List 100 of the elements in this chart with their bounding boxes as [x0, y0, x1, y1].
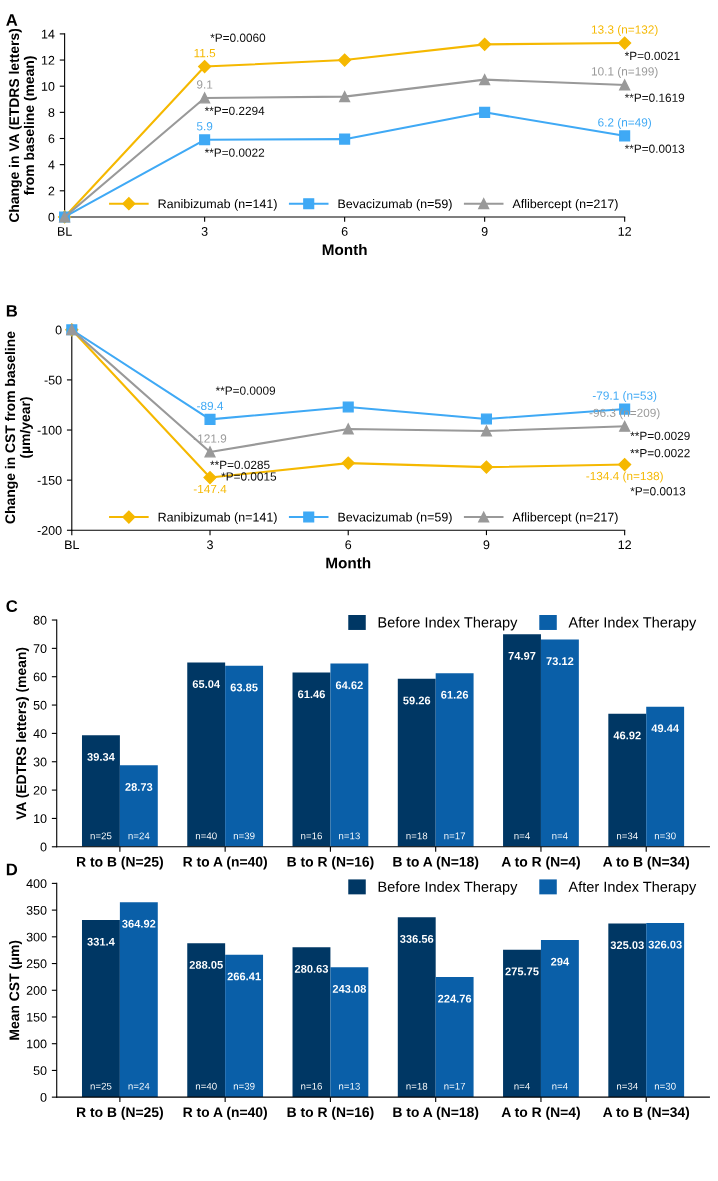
legend-label: Aflibercept (n=217) [512, 199, 618, 211]
data-label: -147.4 [193, 484, 227, 494]
y-tick-label: 50 [33, 700, 47, 710]
x-tick-label: B to A (N=18) [393, 1106, 479, 1120]
x-tick-label: 12 [618, 540, 631, 550]
y-tick-label: 4 [48, 160, 55, 170]
y-axis-title: Mean CST (µm) [9, 940, 22, 1040]
x-tick-label: BL [58, 227, 72, 236]
annotation: n=25 [90, 1082, 112, 1090]
y-tick-label: 12 [41, 55, 55, 65]
x-tick-label: R to A (n=40) [183, 1106, 267, 1120]
data-label: 61.26 [441, 690, 469, 699]
annotation: *P=0.0013 [630, 487, 686, 496]
annotation: *P=0.0015 [221, 472, 277, 481]
data-label: 49.44 [651, 724, 680, 733]
y-tick-label: 150 [27, 1012, 47, 1022]
data-label: 61.46 [297, 690, 325, 699]
annotation: n=17 [444, 1082, 466, 1090]
data-label: 364.92 [122, 919, 156, 928]
y-tick-label: 6 [48, 134, 55, 144]
legend-label: Ranibizumab (n=141) [158, 199, 277, 211]
annotation: n=30 [654, 832, 676, 840]
x-tick-label: 6 [345, 540, 352, 550]
data-label: -134.4 (n=138) [586, 471, 663, 483]
chart-title: C [6, 600, 18, 613]
annotation: **P=0.0285 [210, 460, 270, 470]
y-tick-label: -200 [37, 526, 62, 535]
data-label: 59.26 [403, 696, 431, 705]
data-label: 275.75 [505, 967, 539, 976]
annotation: n=25 [90, 832, 112, 840]
y-tick-label: 0 [40, 1092, 47, 1102]
annotation: n=13 [339, 1082, 360, 1090]
data-label: 224.76 [438, 994, 472, 1003]
x-tick-label: BL [65, 540, 80, 550]
y-tick-label: 400 [26, 879, 47, 889]
y-tick-label: 250 [26, 959, 47, 969]
x-tick-label: B to R (N=16) [287, 856, 374, 870]
annotation: *P=0.0021 [624, 51, 680, 61]
y-tick-label: -50 [44, 375, 62, 385]
data-label: 13.3 (n=132) [591, 25, 658, 37]
data-label: 331.4 [87, 937, 115, 946]
annotation: n=30 [654, 1082, 676, 1090]
annotation: n=4 [514, 832, 530, 840]
x-tick-label: R to B (N=25) [77, 1106, 163, 1120]
y-tick-label: 8 [48, 108, 55, 117]
y-tick-label: 80 [33, 615, 47, 625]
annotation: n=4 [552, 832, 568, 840]
data-label: 280.63 [294, 964, 329, 973]
data-label: 336.56 [400, 935, 434, 943]
data-label: 288.05 [189, 960, 223, 969]
x-tick-label: 3 [207, 540, 213, 550]
annotation: n=18 [406, 832, 428, 840]
x-tick-label: 3 [201, 227, 208, 236]
data-label: 65.04 [192, 680, 221, 689]
y-tick-label: 70 [33, 644, 47, 654]
legend-label: Bevacizumab (n=59) [338, 199, 452, 211]
y-axis-title: VA (EDTRS letters) (mean) [15, 647, 29, 820]
y-tick-label: 350 [26, 905, 47, 915]
annotation: **P=0.0022 [204, 148, 265, 157]
y-axis-title: Change in CST from baseline (µm/year) [4, 331, 33, 524]
x-tick-label: 9 [481, 227, 488, 236]
legend-label: Before Index Therapy [378, 881, 518, 895]
data-label: 46.92 [613, 731, 641, 740]
annotation: n=40 [195, 1082, 217, 1090]
data-label: 325.03 [610, 941, 644, 950]
x-tick-label: 12 [618, 227, 631, 236]
x-tick-label: A to R (N=4) [501, 1106, 580, 1120]
data-label: 28.73 [125, 783, 153, 791]
data-label: 10.1 (n=199) [591, 66, 658, 78]
data-label: 73.12 [546, 657, 574, 666]
annotation: n=16 [301, 832, 322, 840]
annotation: n=39 [233, 1082, 255, 1090]
y-tick-label: 20 [33, 785, 47, 795]
y-tick-label: 40 [33, 729, 47, 739]
annotation: n=34 [616, 832, 638, 840]
legend-label: After Index Therapy [568, 881, 697, 895]
data-label: 39.34 [87, 752, 115, 761]
annotation: **P=0.0009 [215, 386, 276, 395]
data-label: 11.5 [194, 49, 216, 58]
chart-title: A [6, 14, 18, 26]
data-label: 326.03 [648, 940, 682, 949]
data-label: 63.85 [230, 683, 258, 692]
annotation: n=16 [301, 1082, 322, 1090]
y-tick-label: 10 [34, 814, 47, 824]
x-tick-label: A to R (N=4) [501, 856, 580, 870]
data-label: -79.1 (n=53) [592, 391, 657, 403]
annotation: n=24 [128, 832, 150, 840]
y-tick-label: 2 [48, 186, 55, 196]
annotation: n=17 [444, 832, 466, 840]
annotation: n=24 [128, 1082, 150, 1090]
annotation: n=40 [195, 832, 217, 840]
legend-label: Bevacizumab (n=59) [338, 512, 452, 525]
y-tick-label: 0 [48, 212, 55, 222]
y-tick-label: 60 [33, 672, 47, 682]
y-tick-label: 300 [26, 932, 47, 942]
data-label: 6.2 (n=49) [598, 117, 651, 129]
y-tick-label: 0 [55, 325, 62, 335]
annotation: *P=0.0060 [210, 33, 266, 42]
x-tick-label: 6 [341, 227, 348, 236]
annotation: n=18 [406, 1082, 428, 1090]
